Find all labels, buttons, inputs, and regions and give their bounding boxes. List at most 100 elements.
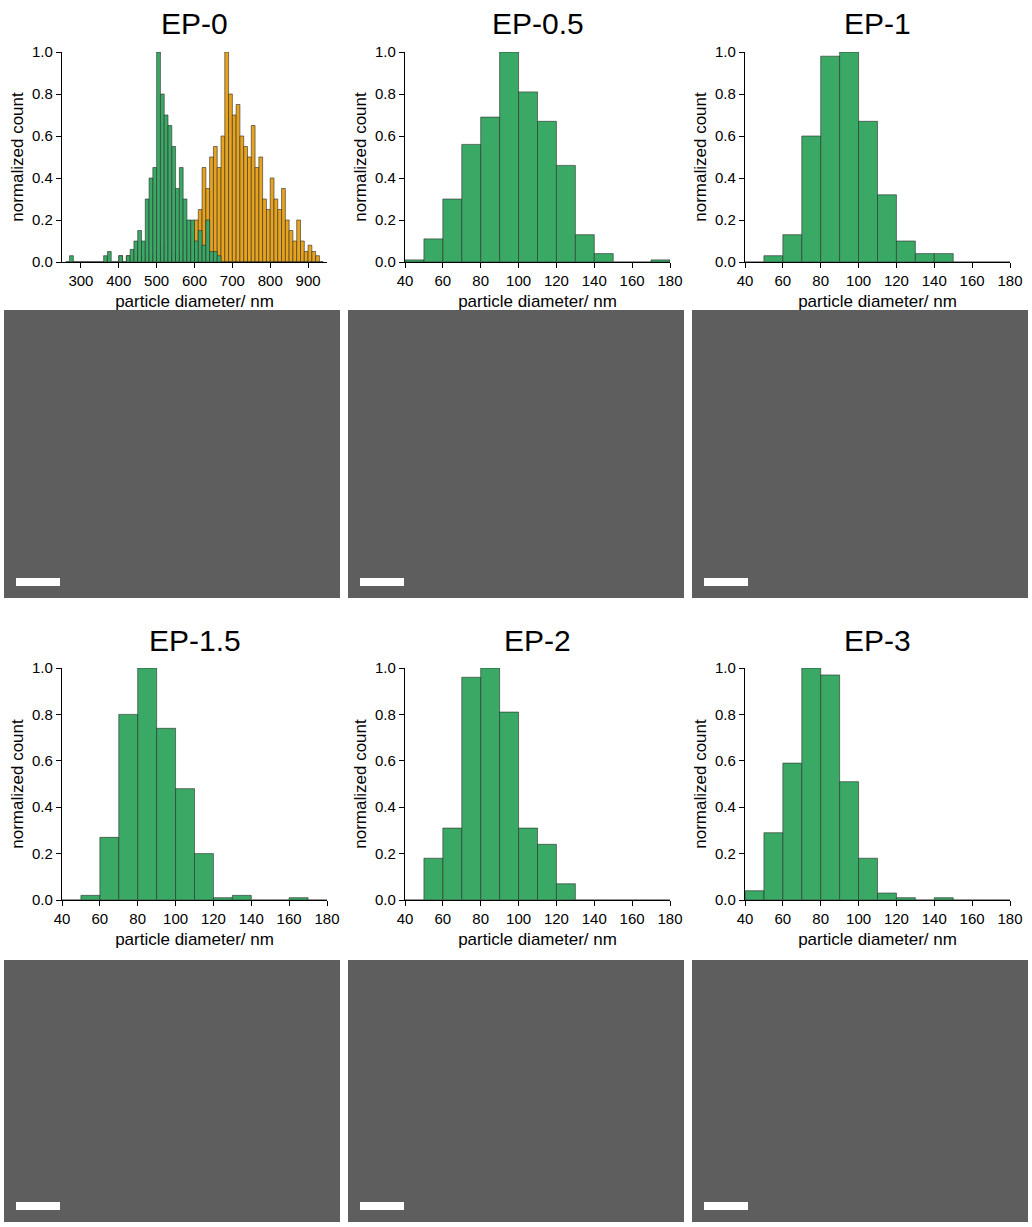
svg-text:0.4: 0.4 — [32, 798, 53, 815]
svg-text:120: 120 — [544, 272, 569, 289]
svg-text:60: 60 — [435, 272, 452, 289]
svg-text:900: 900 — [296, 272, 321, 289]
svg-text:EP-3: EP-3 — [844, 624, 911, 657]
svg-text:100: 100 — [506, 910, 531, 927]
svg-text:400: 400 — [106, 272, 131, 289]
svg-text:EP-0.5: EP-0.5 — [492, 7, 584, 40]
svg-text:700: 700 — [220, 272, 245, 289]
svg-text:particle diameter/ nm: particle diameter/ nm — [115, 930, 274, 949]
svg-text:0.4: 0.4 — [715, 798, 736, 815]
svg-text:120: 120 — [201, 910, 226, 927]
svg-text:180: 180 — [997, 910, 1022, 927]
svg-text:0.0: 0.0 — [32, 891, 53, 908]
svg-text:0.0: 0.0 — [715, 253, 736, 270]
svg-text:particle diameter/ nm: particle diameter/ nm — [458, 292, 617, 311]
svg-text:0.2: 0.2 — [375, 845, 396, 862]
svg-text:160: 160 — [620, 272, 645, 289]
svg-text:1.0: 1.0 — [715, 43, 736, 60]
svg-text:100: 100 — [846, 272, 871, 289]
svg-text:140: 140 — [582, 272, 607, 289]
svg-text:normalized count: normalized count — [8, 719, 27, 849]
svg-text:0.6: 0.6 — [32, 752, 53, 769]
svg-text:1.0: 1.0 — [32, 43, 53, 60]
svg-text:40: 40 — [397, 910, 414, 927]
svg-text:60: 60 — [92, 910, 109, 927]
svg-text:0.0: 0.0 — [375, 253, 396, 270]
svg-text:EP-2: EP-2 — [504, 624, 571, 657]
svg-text:40: 40 — [737, 910, 754, 927]
svg-text:0.2: 0.2 — [715, 211, 736, 228]
svg-text:0.6: 0.6 — [375, 127, 396, 144]
svg-text:80: 80 — [812, 272, 829, 289]
svg-text:100: 100 — [846, 910, 871, 927]
svg-text:500: 500 — [144, 272, 169, 289]
svg-text:800: 800 — [258, 272, 283, 289]
svg-text:particle diameter/ nm: particle diameter/ nm — [798, 292, 957, 311]
svg-text:0.8: 0.8 — [375, 85, 396, 102]
svg-text:1.0: 1.0 — [32, 659, 53, 676]
svg-text:140: 140 — [922, 910, 947, 927]
svg-text:160: 160 — [960, 910, 985, 927]
svg-text:normalized count: normalized count — [8, 92, 27, 222]
svg-text:120: 120 — [544, 910, 569, 927]
svg-text:40: 40 — [54, 910, 71, 927]
svg-text:particle diameter/ nm: particle diameter/ nm — [798, 930, 957, 949]
svg-text:particle diameter/ nm: particle diameter/ nm — [115, 292, 274, 311]
svg-text:120: 120 — [884, 910, 909, 927]
svg-text:40: 40 — [397, 272, 414, 289]
svg-text:140: 140 — [922, 272, 947, 289]
svg-text:180: 180 — [314, 910, 339, 927]
svg-text:1.0: 1.0 — [715, 659, 736, 676]
svg-text:0.2: 0.2 — [32, 845, 53, 862]
svg-text:normalized count: normalized count — [691, 719, 710, 849]
svg-text:80: 80 — [812, 910, 829, 927]
svg-text:0.8: 0.8 — [32, 706, 53, 723]
svg-text:180: 180 — [657, 910, 682, 927]
svg-text:particle diameter/ nm: particle diameter/ nm — [458, 930, 617, 949]
svg-text:0.4: 0.4 — [375, 798, 396, 815]
svg-text:normalized count: normalized count — [351, 719, 370, 849]
svg-text:normalized count: normalized count — [691, 92, 710, 222]
svg-text:100: 100 — [506, 272, 531, 289]
svg-text:60: 60 — [775, 272, 792, 289]
svg-text:600: 600 — [182, 272, 207, 289]
svg-text:0.2: 0.2 — [715, 845, 736, 862]
svg-text:160: 160 — [620, 910, 645, 927]
svg-text:160: 160 — [960, 272, 985, 289]
svg-text:0.0: 0.0 — [32, 253, 53, 270]
svg-text:60: 60 — [775, 910, 792, 927]
svg-text:0.8: 0.8 — [32, 85, 53, 102]
svg-text:0.4: 0.4 — [375, 169, 396, 186]
svg-text:120: 120 — [884, 272, 909, 289]
svg-text:0.4: 0.4 — [715, 169, 736, 186]
svg-text:0.8: 0.8 — [715, 85, 736, 102]
svg-text:0.0: 0.0 — [375, 891, 396, 908]
svg-text:140: 140 — [239, 910, 264, 927]
svg-text:EP-1.5: EP-1.5 — [149, 624, 241, 657]
svg-text:0.6: 0.6 — [32, 127, 53, 144]
svg-text:0.2: 0.2 — [375, 211, 396, 228]
svg-text:normalized count: normalized count — [351, 92, 370, 222]
svg-text:180: 180 — [997, 272, 1022, 289]
svg-text:60: 60 — [435, 910, 452, 927]
svg-text:0.0: 0.0 — [715, 891, 736, 908]
svg-text:EP-0: EP-0 — [161, 7, 228, 40]
svg-text:180: 180 — [657, 272, 682, 289]
svg-text:0.2: 0.2 — [32, 211, 53, 228]
svg-text:160: 160 — [277, 910, 302, 927]
svg-text:80: 80 — [129, 910, 146, 927]
svg-text:1.0: 1.0 — [375, 659, 396, 676]
svg-text:0.8: 0.8 — [375, 706, 396, 723]
svg-text:0.6: 0.6 — [375, 752, 396, 769]
svg-text:80: 80 — [472, 272, 489, 289]
svg-text:100: 100 — [163, 910, 188, 927]
svg-text:140: 140 — [582, 910, 607, 927]
svg-text:1.0: 1.0 — [375, 43, 396, 60]
svg-text:80: 80 — [472, 910, 489, 927]
svg-text:0.6: 0.6 — [715, 752, 736, 769]
svg-text:40: 40 — [737, 272, 754, 289]
svg-text:EP-1: EP-1 — [844, 7, 911, 40]
svg-text:300: 300 — [68, 272, 93, 289]
svg-text:0.8: 0.8 — [715, 706, 736, 723]
svg-text:0.4: 0.4 — [32, 169, 53, 186]
